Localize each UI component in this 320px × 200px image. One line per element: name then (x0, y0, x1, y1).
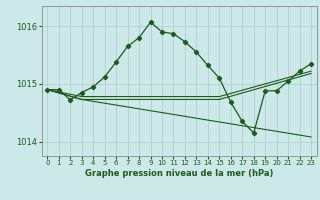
X-axis label: Graphe pression niveau de la mer (hPa): Graphe pression niveau de la mer (hPa) (85, 169, 273, 178)
